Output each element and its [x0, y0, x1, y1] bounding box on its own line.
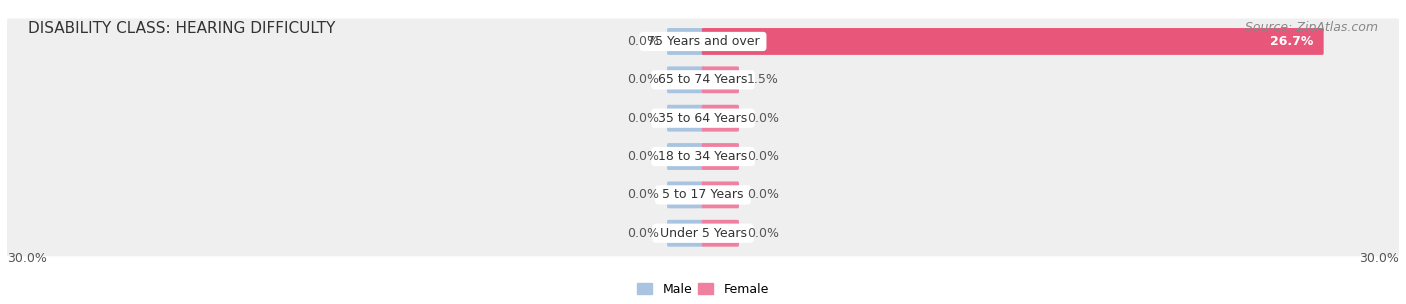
FancyBboxPatch shape [666, 28, 704, 55]
Text: 0.0%: 0.0% [747, 112, 779, 125]
Text: 0.0%: 0.0% [747, 188, 779, 201]
Text: 65 to 74 Years: 65 to 74 Years [654, 73, 752, 86]
FancyBboxPatch shape [6, 210, 1400, 256]
Text: Source: ZipAtlas.com: Source: ZipAtlas.com [1244, 21, 1378, 34]
FancyBboxPatch shape [702, 220, 740, 247]
FancyBboxPatch shape [666, 181, 704, 208]
Text: 0.0%: 0.0% [747, 227, 779, 240]
FancyBboxPatch shape [666, 105, 704, 132]
Text: 0.0%: 0.0% [627, 150, 659, 163]
FancyBboxPatch shape [702, 181, 740, 208]
FancyBboxPatch shape [6, 133, 1400, 180]
FancyBboxPatch shape [702, 105, 740, 132]
Text: 0.0%: 0.0% [627, 227, 659, 240]
Legend: Male, Female: Male, Female [633, 278, 773, 301]
FancyBboxPatch shape [666, 66, 704, 93]
Text: 75 Years and over: 75 Years and over [643, 35, 763, 48]
Text: 30.0%: 30.0% [1360, 252, 1399, 265]
Text: 0.0%: 0.0% [627, 188, 659, 201]
Text: 0.0%: 0.0% [627, 73, 659, 86]
FancyBboxPatch shape [666, 220, 704, 247]
Text: 35 to 64 Years: 35 to 64 Years [654, 112, 752, 125]
FancyBboxPatch shape [6, 57, 1400, 103]
Text: 1.5%: 1.5% [747, 73, 779, 86]
FancyBboxPatch shape [702, 143, 740, 170]
Text: 18 to 34 Years: 18 to 34 Years [654, 150, 752, 163]
FancyBboxPatch shape [702, 28, 1323, 55]
FancyBboxPatch shape [6, 172, 1400, 218]
FancyBboxPatch shape [6, 95, 1400, 141]
Text: 0.0%: 0.0% [627, 35, 659, 48]
FancyBboxPatch shape [702, 66, 740, 93]
FancyBboxPatch shape [666, 143, 704, 170]
FancyBboxPatch shape [6, 19, 1400, 64]
Text: Under 5 Years: Under 5 Years [655, 227, 751, 240]
Text: 5 to 17 Years: 5 to 17 Years [658, 188, 748, 201]
Text: 30.0%: 30.0% [7, 252, 46, 265]
Text: 26.7%: 26.7% [1270, 35, 1313, 48]
Text: 0.0%: 0.0% [627, 112, 659, 125]
Text: DISABILITY CLASS: HEARING DIFFICULTY: DISABILITY CLASS: HEARING DIFFICULTY [28, 21, 336, 36]
Text: 0.0%: 0.0% [747, 150, 779, 163]
